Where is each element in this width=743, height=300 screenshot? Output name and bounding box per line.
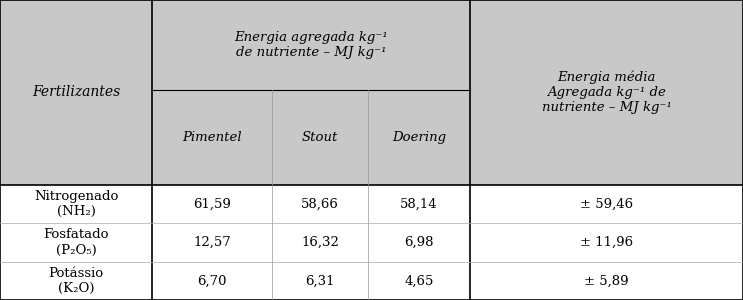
Text: 12,57: 12,57 (193, 236, 231, 249)
Text: 6,70: 6,70 (197, 274, 227, 287)
Text: ± 11,96: ± 11,96 (580, 236, 633, 249)
Text: ± 59,46: ± 59,46 (580, 198, 633, 211)
Text: Pimentel: Pimentel (182, 131, 241, 144)
Text: Fosfatado
(P₂O₅): Fosfatado (P₂O₅) (43, 229, 108, 256)
Text: 16,32: 16,32 (301, 236, 339, 249)
Text: 6,98: 6,98 (404, 236, 434, 249)
Text: Energia agregada kg⁻¹
de nutriente – MJ kg⁻¹: Energia agregada kg⁻¹ de nutriente – MJ … (234, 31, 388, 59)
Text: 58,14: 58,14 (400, 198, 438, 211)
Text: Stout: Stout (302, 131, 338, 144)
Text: 4,65: 4,65 (404, 274, 434, 287)
Text: 58,66: 58,66 (301, 198, 339, 211)
Text: Doering: Doering (392, 131, 446, 144)
Bar (0, 185, 743, 300)
Text: 61,59: 61,59 (193, 198, 231, 211)
Text: 6,31: 6,31 (305, 274, 335, 287)
Text: Potássio
(K₂O): Potássio (K₂O) (48, 267, 103, 295)
Text: ± 5,89: ± 5,89 (584, 274, 629, 287)
Bar (0, 0, 743, 185)
Text: Fertilizantes: Fertilizantes (32, 85, 120, 100)
Text: Nitrogenado
(NH₂): Nitrogenado (NH₂) (34, 190, 118, 218)
Text: Energia média
Agregada kg⁻¹ de
nutriente – MJ kg⁻¹: Energia média Agregada kg⁻¹ de nutriente… (542, 71, 672, 114)
